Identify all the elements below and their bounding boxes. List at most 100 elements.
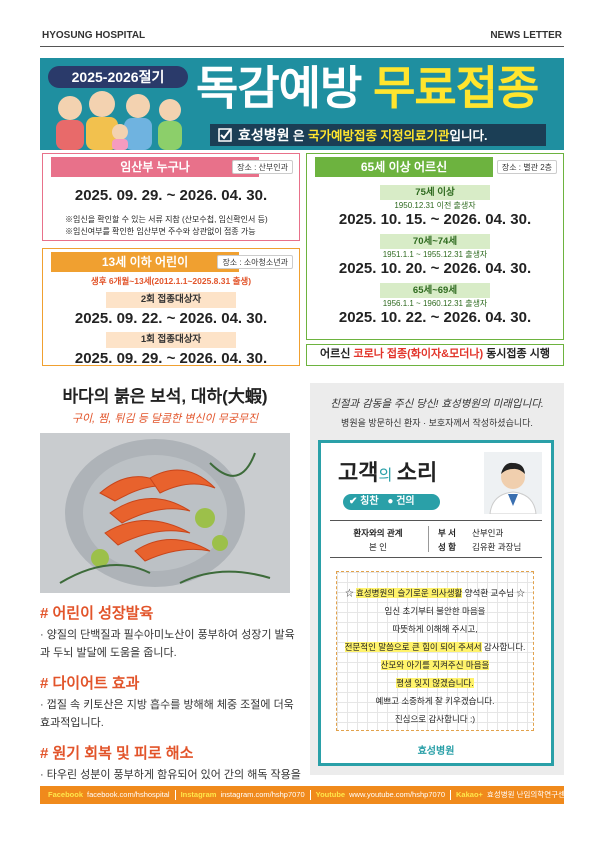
name-label: 성 함 [438, 542, 457, 552]
group-period: 2025. 09. 22. ~ 2026. 04. 30. [74, 310, 268, 327]
children-eligibility: 생후 6개월~13세(2012.1.1~2025.8.31 출생) [90, 276, 252, 286]
pregnant-box: 임산부 누구나 장소 : 산부인과 2025. 09. 29. ~ 2026. … [42, 153, 300, 241]
notice-text: 입니다. [449, 129, 488, 143]
title-part: 고객 [338, 460, 379, 485]
shrimp-photo [40, 433, 290, 593]
doctor-photo [484, 452, 542, 514]
section-heading: # 다이어트 효과 [40, 675, 140, 692]
letter-line: 산모와 아기를 지켜주신 마음을 [337, 656, 533, 674]
table-divider [428, 526, 429, 552]
name: 김유환 과장님 [472, 542, 522, 552]
letter-text: 양석환 교수님 ☆ [462, 588, 525, 598]
check-icon [218, 128, 232, 142]
relation: 본 인 [368, 542, 387, 552]
article-title: 바다의 붉은 보석, 대하(大蝦) [62, 387, 268, 406]
birth: 1951.1.1 ~ 1955.12.31 출생자 [382, 250, 488, 259]
senior-group: 75세 이상 1950.12.31 이전 출생자 2025. 10. 15. ~… [307, 185, 563, 228]
period: 2025. 10. 20. ~ 2026. 04. 30. [338, 260, 532, 277]
letter-line: ☆ 효성병원의 슬기로운 의사생활 양석환 교수님 ☆ [337, 584, 533, 602]
voice-title: 고객의 소리 [338, 455, 437, 487]
dept-label: 부 서 [438, 528, 457, 538]
age: 65세~69세 [380, 283, 490, 298]
letter-text: 예쁘고 소중하게 잘 키우겠습니다. [375, 696, 495, 706]
footer-label: Facebook [48, 790, 84, 799]
footer-label: Instagram [180, 790, 217, 799]
toggle-check: ✔ [349, 496, 358, 507]
covid-suffix: 동시접종 시행 [486, 348, 550, 360]
notice-text: 은 [293, 129, 305, 143]
children-place: 장소 : 소아청소년과 [217, 255, 293, 269]
letter-highlight: 전문적인 말씀으로 큰 힘이 되어 주셔서 [344, 642, 482, 652]
children-box: 13세 이하 어린이 장소 : 소아청소년과 생후 6개월~13세(2012.1… [42, 248, 300, 367]
header-right: NEWS LETTER [490, 30, 562, 41]
dept: 산부인과 [472, 528, 504, 538]
senior-group: 65세~69세 1956.1.1 ~ 1960.12.31 출생자 2025. … [307, 283, 563, 326]
age: 70세~74세 [380, 234, 490, 249]
note: ※임신여부를 확인한 임산부면 주수와 상관없이 접종 가능 [65, 227, 256, 236]
footer-link[interactable]: 효성병원 난임의학연구센터 [486, 790, 572, 799]
letter-line: 예쁘고 소중하게 잘 키우겠습니다. [337, 692, 533, 710]
title-white: 독감예방 [196, 62, 362, 114]
notice-bar: 효성병원 은 국가예방접종 지정의료기관입니다. [210, 124, 546, 146]
letter-line: 평생 잊지 않겠습니다. [337, 674, 533, 692]
seniors-title-text: 65세 이상 어르신 [360, 160, 448, 174]
header-rule [40, 46, 564, 47]
letter-line: 전문적인 말씀으로 큰 힘이 되어 주셔서 감사합니다. [337, 638, 533, 656]
relation-label: 환자와의 관계 [353, 528, 403, 538]
letter-text: ☆ [345, 588, 356, 598]
footer-link[interactable]: instagram.com/hshp7070 [220, 790, 305, 799]
voice-intro: 병원을 방문하신 환자 · 보호자께서 작성하셨습니다. [341, 418, 533, 428]
period: 2025. 10. 22. ~ 2026. 04. 30. [338, 309, 532, 326]
pregnant-period: 2025. 09. 29. ~ 2026. 04. 30. [74, 187, 268, 204]
pregnant-title: 임산부 누구나 [51, 157, 259, 177]
title-yellow: 무료접종 [373, 62, 539, 114]
age: 75세 이상 [380, 185, 490, 200]
footer-item: Instagram instagram.com/hshp7070 [174, 790, 310, 800]
children-title: 13세 이하 어린이 [51, 252, 239, 272]
banner-title: 독감예방 무료접종 [196, 60, 539, 116]
letter-text: 임신 초기부터 불안한 마음을 [384, 606, 486, 616]
footer-item: Youtube www.youtube.com/hshp7070 [309, 790, 450, 800]
letter-highlight: 효성병원의 슬기로운 의사생활 [355, 588, 463, 598]
toggle-label: 건의 [396, 496, 415, 507]
footer-label: Kakao+ [456, 790, 483, 799]
section-heading: # 원기 회복 및 피로 해소 [40, 745, 194, 762]
toggle-dot: ● [387, 496, 394, 507]
group-label: 1회 접종대상자 [106, 332, 236, 348]
footer: Facebook facebook.com/hshospital Instagram… [40, 786, 572, 804]
article-sections: # 어린이 성장발육 · 양질의 단백질과 필수아미노산이 풍부하여 성장기 발… [40, 602, 302, 802]
family-illustration [56, 91, 182, 150]
footer-label: Youtube [315, 790, 346, 799]
table-rule [330, 520, 542, 521]
footer-link[interactable]: www.youtube.com/hshp7070 [349, 790, 446, 799]
birth: 1956.1.1 ~ 1960.12.31 출생자 [382, 299, 488, 308]
group-label: 2회 접종대상자 [106, 292, 236, 308]
section-heading: # 어린이 성장발육 [40, 605, 154, 622]
letter-highlight: 평생 잊지 않겠습니다. [396, 678, 474, 688]
period: 2025. 10. 15. ~ 2026. 04. 30. [338, 211, 532, 228]
covid-prefix: 어르신 [320, 348, 351, 360]
pregnant-title-text: 임산부 누구나 [120, 160, 190, 174]
note: ※임신을 확인할 수 있는 서류 지참 (산모수첩, 임신확인서 등) [65, 215, 268, 224]
letter-text: 따뜻하게 이해해 주시고, [392, 624, 478, 634]
toggle-label: 칭찬 [360, 496, 379, 507]
section-body: · 껍질 속 키토산은 지방 흡수를 방해해 체중 조절에 더욱 효과적입니다. [40, 699, 294, 729]
letter: ☆ 효성병원의 슬기로운 의사생활 양석환 교수님 ☆ 임신 초기부터 불안한 … [336, 571, 534, 731]
seniors-box: 65세 이상 어르신 장소 : 별관 2층 75세 이상 1950.12.31 … [306, 153, 564, 340]
footer-item: Kakao+ 효성병원 난임의학연구센터 [450, 790, 577, 800]
notice-hospital: 효성병원 [238, 127, 290, 143]
toggle-bar: ✔ 칭찬 ● 건의 [343, 494, 440, 510]
letter-highlight: 산모와 아기를 지켜주신 마음을 [380, 660, 490, 670]
pregnant-place: 장소 : 산부인과 [232, 160, 293, 174]
letter-line: 임신 초기부터 불안한 마음을 [337, 602, 533, 620]
footer-link[interactable]: facebook.com/hshospital [87, 790, 170, 799]
group-period: 2025. 09. 29. ~ 2026. 04. 30. [74, 350, 268, 367]
voice-logo: 효성병원 [417, 746, 455, 757]
notice-highlight: 국가예방접종 지정의료기관 [308, 129, 450, 143]
article-subtitle: 구이, 찜, 튀김 등 달콤한 변신이 무궁무진 [71, 413, 259, 425]
header-left: HYOSUNG HOSPITAL [42, 30, 146, 41]
voice-headline: 친절과 감동을 주신 당신! 효성병원의 미래입니다. [330, 398, 544, 410]
table-rule [330, 557, 542, 558]
letter-text: 감사합니다. [481, 642, 526, 652]
